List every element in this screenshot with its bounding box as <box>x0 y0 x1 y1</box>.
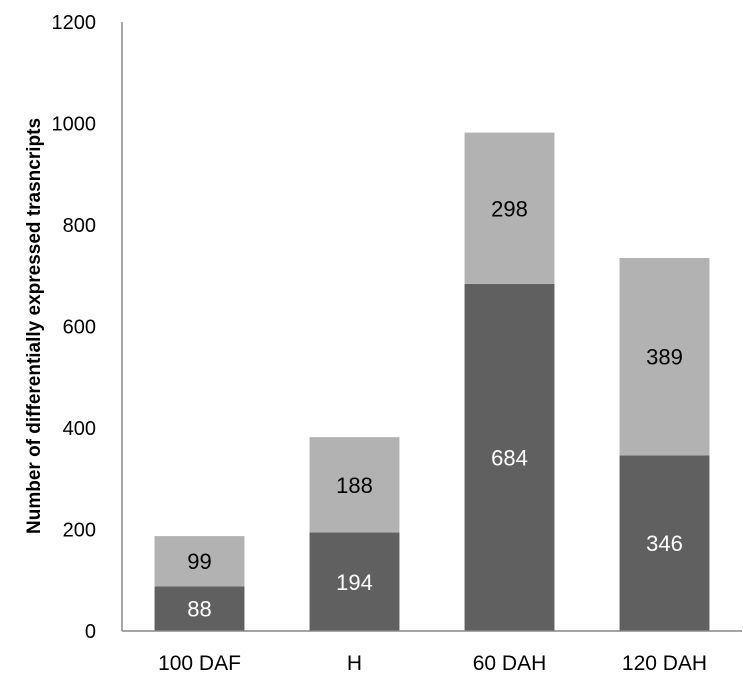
bar-segment <box>464 283 555 631</box>
data-label: 346 <box>646 531 683 556</box>
x-tick-label: 60 DAH <box>473 652 547 675</box>
bar-segment <box>154 536 245 587</box>
y-tick-label: 0 <box>85 621 96 643</box>
bar-segment <box>619 257 710 456</box>
bar-segment <box>309 532 400 631</box>
bars-group <box>154 132 710 631</box>
y-tick-labels: 0 200 400 600 800 1000 1200 <box>52 12 97 643</box>
y-tick-label: 800 <box>63 215 96 237</box>
bar-segment <box>309 437 400 533</box>
y-axis-label: Number of differentially expressed trasn… <box>24 118 45 534</box>
x-tick-label: 100 DAF <box>158 652 241 675</box>
x-tick-label: H <box>347 652 362 675</box>
y-tick-label: 400 <box>63 418 96 440</box>
data-label: 298 <box>491 196 528 221</box>
data-labels-group: 88 99 194 188 684 298 346 389 <box>187 196 683 621</box>
data-label: 389 <box>646 345 683 370</box>
y-tick-label: 200 <box>63 520 96 542</box>
x-tick-labels: 100 DAF H 60 DAH 120 DAH <box>158 652 707 675</box>
data-label: 684 <box>491 445 528 470</box>
data-label: 88 <box>187 597 211 622</box>
x-tick-label: 120 DAH <box>622 652 707 675</box>
bar-segment <box>464 132 555 284</box>
data-label: 99 <box>187 549 211 574</box>
y-tick-label: 1200 <box>52 12 97 34</box>
bar-segment <box>619 455 710 631</box>
y-tick-label: 600 <box>63 317 96 339</box>
data-label: 194 <box>336 570 373 595</box>
data-label: 188 <box>336 473 373 498</box>
bar-segment <box>154 586 245 631</box>
y-tick-label: 1000 <box>52 114 97 136</box>
